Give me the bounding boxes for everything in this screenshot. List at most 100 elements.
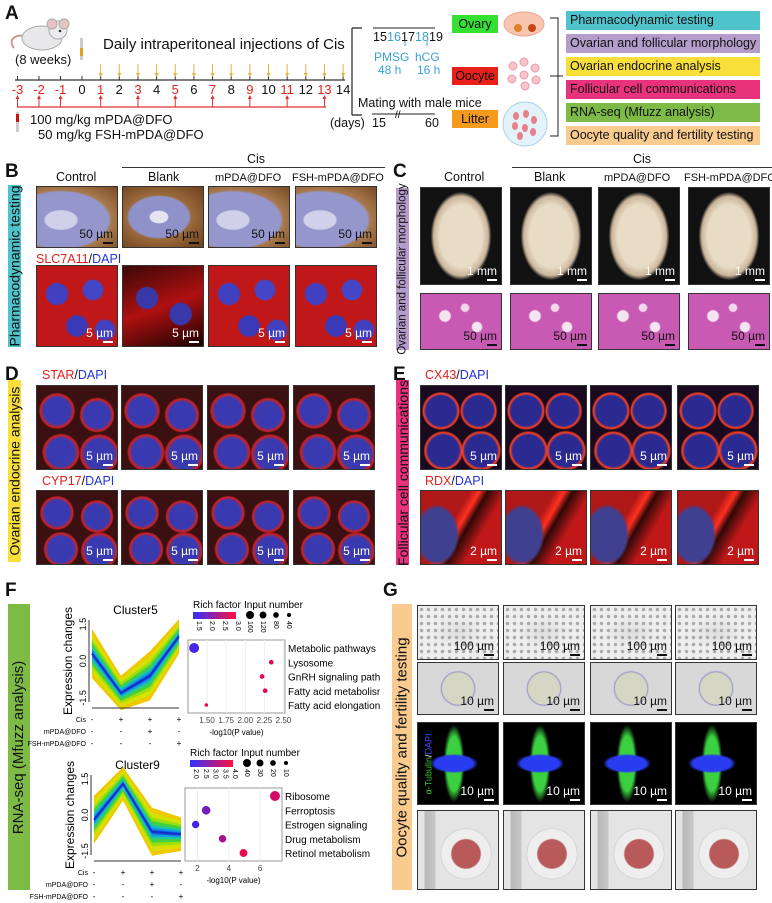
oocyte-overview-image: 100 µm: [503, 605, 585, 660]
tubulin-label: α-Tubulin/DAPI: [423, 733, 434, 795]
term-label: Ribosome: [285, 792, 330, 803]
analysis-communications: Follicular cell communications: [566, 80, 760, 99]
term-label: Retinol metabolism: [285, 849, 370, 860]
enrichment-point: [191, 820, 200, 829]
star-if-image: 5 µm: [207, 385, 289, 470]
treatment-arrow: [322, 95, 327, 107]
enrichment-point: [259, 674, 265, 679]
panel-label-g: G: [383, 580, 398, 601]
cis-injection-arrow: [322, 64, 327, 77]
scale-bar: 50 µm: [553, 330, 587, 346]
cis-injection-arrow: [266, 64, 271, 77]
condition-label: mPDA@DFO: [44, 729, 87, 736]
term-label: Metabolic pathways: [288, 644, 376, 655]
star-if-image: 5 µm: [36, 385, 118, 470]
membership-band: [92, 628, 179, 693]
side-bar-communications: Follicular cell communications: [394, 379, 411, 566]
panel-label-c: C: [393, 161, 407, 182]
scale-bar: 10 µm: [546, 785, 580, 801]
side-bar-morphology: Ovarian and follicular morphology: [396, 183, 409, 355]
day-label: 6: [190, 82, 198, 97]
condition-label: mPDA@DFO: [46, 882, 89, 889]
scale-bar: 5 µm: [86, 450, 113, 466]
ihc-image: 50 µm: [208, 186, 290, 248]
day-label: 9: [246, 82, 254, 97]
condition-mark: +: [148, 715, 153, 724]
scale-bar: 2 µm: [727, 545, 754, 561]
condition-mark: +: [150, 868, 155, 877]
color-tick: 2.5: [221, 621, 228, 631]
analysis-oocyte-fertility: Oocyte quality and fertility testing: [566, 126, 760, 145]
x-tick: 1.75: [218, 716, 234, 725]
scale-bar: 5 µm: [555, 450, 582, 466]
side-label: Oocyte quality and fertility testing: [393, 636, 411, 858]
treatment-arrow: [247, 95, 252, 107]
scale-bar: 5 µm: [470, 450, 497, 466]
color-tick: 2.0: [192, 769, 199, 779]
mating-start: 15: [372, 116, 386, 130]
term-label: Fatty acid metabolism: [288, 687, 380, 698]
color-tick: 3.0: [212, 769, 219, 779]
condition-mark: +: [179, 868, 184, 877]
size-key: [287, 613, 291, 617]
membership-band: [94, 783, 181, 836]
condition-mark: -: [120, 727, 123, 736]
rdx-if-image: 2 µm: [590, 490, 672, 565]
mouse-icon: [10, 18, 70, 51]
litter-photo: [590, 810, 672, 890]
he-section-image: 50 µm: [510, 293, 592, 350]
oocyte-closeup-image: 10 µm: [503, 662, 585, 715]
litter-photo: [417, 810, 499, 890]
size-key: [273, 612, 279, 618]
size-tick: 40: [243, 769, 250, 777]
rdx-if-image: 2 µm: [677, 490, 759, 565]
enrichment-point: [268, 659, 274, 665]
cx43-if-image: 5 µm: [590, 385, 672, 470]
sample-oocyte: Oocyte: [452, 67, 498, 85]
size-key: [243, 759, 251, 767]
condition-label: FSH-mPDA@DFO: [28, 741, 87, 748]
stain-label-rdx: RDX/DAPI: [425, 474, 485, 488]
condition-mark: +: [119, 715, 124, 724]
pmsg-label: PMSG: [374, 50, 410, 64]
dose-fsh-mpda: 50 mg/kg FSH-mPDA@DFO: [38, 127, 204, 142]
ihc-image: 50 µm: [36, 186, 118, 248]
scale-bar: 5 µm: [257, 545, 284, 561]
litter-photo: [675, 810, 757, 890]
condition-mark: -: [91, 715, 94, 724]
col-mpda-c: mPDA@DFO: [604, 172, 671, 184]
treatment-arrow: [37, 95, 41, 107]
scale-bar: 5 µm: [343, 545, 370, 561]
scale-bar: 1 mm: [467, 265, 497, 281]
scale-bar: 5 µm: [86, 545, 113, 561]
cis-bracket-c: [512, 167, 772, 168]
day-label: 2: [115, 82, 123, 97]
plot-area: [187, 639, 286, 714]
analysis-rnaseq: RNA-seq (Mfuzz analysis): [566, 103, 760, 122]
mating-label: Mating with male mice: [358, 96, 482, 110]
oocyte-closeup-image: 10 µm: [417, 662, 499, 715]
scale-bar: 10 µm: [460, 785, 494, 801]
term-label: Ferroptosis: [285, 806, 335, 817]
condition-mark: -: [93, 892, 96, 901]
scale-bar: 10 µm: [718, 695, 752, 711]
col-blank-c: Blank: [534, 170, 566, 184]
slc7a11-if-image: 5 µm: [36, 265, 118, 347]
slc7a11-if-image: 5 µm: [208, 265, 290, 347]
scale-bar: 100 µm: [454, 640, 494, 656]
side-label: Follicular cell communications: [394, 379, 411, 566]
analysis-endocrine: Ovarian endocrine analysis: [566, 57, 760, 76]
enrichment-point: [269, 791, 280, 801]
size-key: [256, 759, 264, 767]
rdx-if-image: 2 µm: [420, 490, 502, 565]
cis-bracket-b: [122, 167, 385, 168]
size-legend-title: Input number: [244, 600, 304, 611]
condition-mark: +: [177, 715, 182, 724]
term-label: Fatty acid elongation: [288, 701, 380, 712]
col-fsh-c: FSH-mPDA@DFO: [684, 172, 772, 184]
timeline-diagram: //: [10, 11, 563, 147]
spindle-if-image: 10 µm: [590, 722, 672, 805]
y-axis-label: Expression changes: [63, 761, 77, 869]
treatment-arrow: [58, 95, 63, 107]
